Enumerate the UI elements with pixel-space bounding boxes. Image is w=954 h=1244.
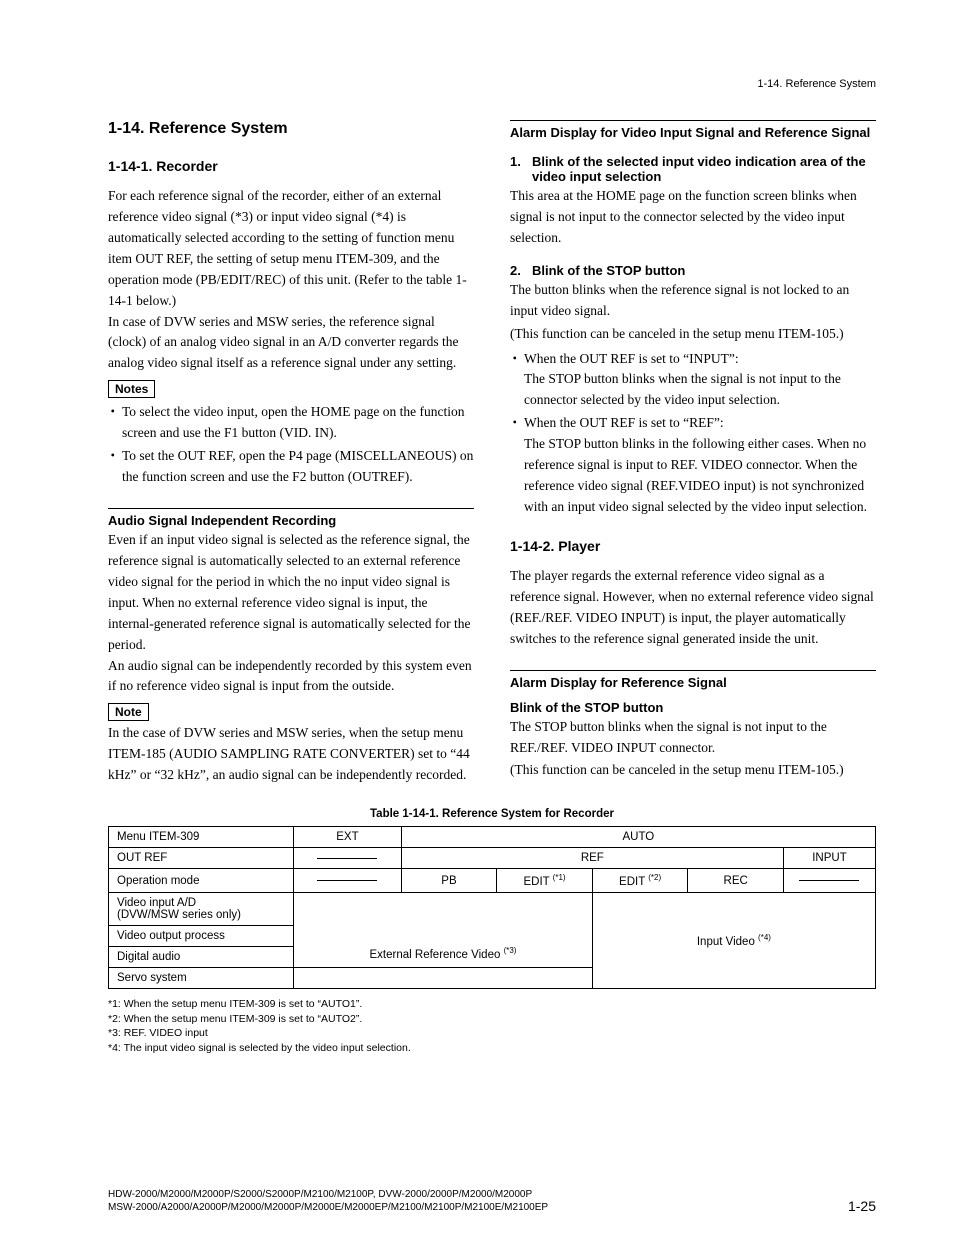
row-header: Menu ITEM-309 — [109, 827, 294, 848]
two-column-layout: 1-14. Reference System 1-14-1. Recorder … — [108, 120, 876, 786]
table-cell-dash — [294, 869, 402, 893]
footer-models-line: HDW-2000/M2000/M2000P/S2000/S2000P/M2100… — [108, 1188, 548, 1201]
audio-heading: Audio Signal Independent Recording — [108, 508, 474, 528]
table-row: Video input A/D (DVW/MSW series only) Ex… — [109, 892, 876, 925]
page-footer: HDW-2000/M2000/M2000P/S2000/S2000P/M2100… — [108, 1188, 876, 1214]
footer-models-line: MSW-2000/A2000/A2000P/M2000/M2000P/M2000… — [108, 1201, 548, 1214]
audio-paragraph-2: In the case of DVW series and MSW series… — [108, 723, 474, 786]
section-title: 1-14. Reference System — [108, 120, 474, 138]
table-cell: External Reference Video (*3) — [294, 892, 593, 967]
table-cell: AUTO — [401, 827, 875, 848]
table-cell: REC — [688, 869, 784, 893]
notes-list: To select the video input, open the HOME… — [108, 402, 474, 488]
header-page-label: 1-14. Reference System — [757, 78, 876, 90]
footnote: *3: REF. VIDEO input — [108, 1026, 876, 1041]
bullet-item: When the OUT REF is set to “REF”: The ST… — [510, 413, 876, 518]
item-number: 2. — [510, 263, 532, 278]
blink-heading: Blink of the STOP button — [510, 700, 876, 715]
bullet-list: When the OUT REF is set to “INPUT”: The … — [510, 349, 876, 518]
item-title: Blink of the selected input video indica… — [532, 154, 876, 184]
row-header: Video input A/D (DVW/MSW series only) — [109, 892, 294, 925]
item-number: 1. — [510, 154, 532, 184]
subsection-title: 1-14-2. Player — [510, 536, 876, 554]
intro-paragraph: For each reference signal of the recorde… — [108, 186, 474, 374]
item-title: Blink of the STOP button — [532, 263, 685, 278]
table-cell: EDIT (*2) — [592, 869, 688, 893]
alarm-heading: Alarm Display for Video Input Signal and… — [510, 120, 876, 140]
item-paragraph: The button blinks when the reference sig… — [510, 280, 876, 322]
table-cell-dash — [783, 869, 875, 893]
notes-label: Notes — [108, 380, 155, 398]
table-cell — [294, 967, 593, 988]
footer-models: HDW-2000/M2000/M2000P/S2000/S2000P/M2100… — [108, 1188, 548, 1214]
row-header: Servo system — [109, 967, 294, 988]
bullet-item: When the OUT REF is set to “INPUT”: The … — [510, 349, 876, 412]
blink-paragraph: The STOP button blinks when the signal i… — [510, 717, 876, 759]
table-cell: EDIT (*1) — [497, 869, 593, 893]
table-row: Operation mode PB EDIT (*1) EDIT (*2) RE… — [109, 869, 876, 893]
row-header: Video output process — [109, 925, 294, 946]
table-cell: PB — [401, 869, 497, 893]
table-cell: EXT — [294, 827, 402, 848]
note-item: To set the OUT REF, open the P4 page (MI… — [108, 446, 474, 488]
alarm2-heading: Alarm Display for Reference Signal — [510, 670, 876, 690]
table-row: OUT REF REF INPUT — [109, 848, 876, 869]
table-footnotes: *1: When the setup menu ITEM-309 is set … — [108, 997, 876, 1056]
footer-page-number: 1-25 — [848, 1198, 876, 1214]
row-header: OUT REF — [109, 848, 294, 869]
note-item: To select the video input, open the HOME… — [108, 402, 474, 444]
subsection-title: 1-14-1. Recorder — [108, 156, 474, 174]
audio-paragraph: Even if an input video signal is selecte… — [108, 530, 474, 697]
blink-paragraph: (This function can be canceled in the se… — [510, 760, 876, 781]
footnote: *1: When the setup menu ITEM-309 is set … — [108, 997, 876, 1012]
table-cell: REF — [401, 848, 783, 869]
footnote: *2: When the setup menu ITEM-309 is set … — [108, 1012, 876, 1027]
item-paragraph: This area at the HOME page on the functi… — [510, 186, 876, 249]
player-paragraph: The player regards the external referenc… — [510, 566, 876, 650]
table-cell-dash — [294, 848, 402, 869]
reference-table: Menu ITEM-309 EXT AUTO OUT REF REF INPUT… — [108, 826, 876, 989]
row-header: Digital audio — [109, 946, 294, 967]
table-row: Menu ITEM-309 EXT AUTO — [109, 827, 876, 848]
numbered-item: 1. Blink of the selected input video ind… — [510, 154, 876, 184]
table-cell: INPUT — [783, 848, 875, 869]
table-cell: Input Video (*4) — [592, 892, 875, 988]
numbered-item: 2. Blink of the STOP button — [510, 263, 876, 278]
left-column: 1-14. Reference System 1-14-1. Recorder … — [108, 120, 474, 786]
row-header: Operation mode — [109, 869, 294, 893]
note-label: Note — [108, 703, 149, 721]
table-caption: Table 1-14-1. Reference System for Recor… — [108, 808, 876, 820]
right-column: Alarm Display for Video Input Signal and… — [510, 120, 876, 786]
item-paragraph: (This function can be canceled in the se… — [510, 324, 876, 345]
footnote: *4: The input video signal is selected b… — [108, 1041, 876, 1056]
